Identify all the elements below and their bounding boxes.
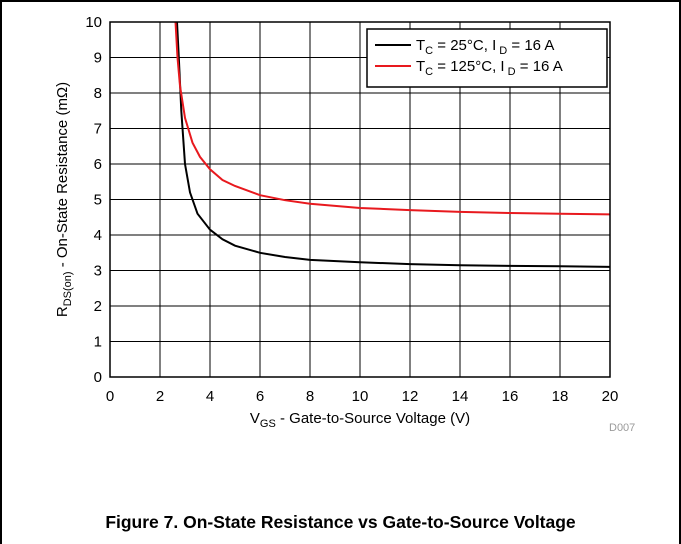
legend-entry-t: T: [416, 58, 425, 75]
y-tick-label: 8: [94, 85, 102, 102]
x-tick-label: 14: [452, 388, 469, 405]
x-tick-label: 8: [306, 388, 314, 405]
legend-entry-isub: D: [496, 45, 507, 57]
x-tick-label: 18: [552, 388, 569, 405]
y-axis-label-rest: - On-State Resistance (mΩ): [54, 82, 71, 272]
y-tick-label: 2: [94, 298, 102, 315]
legend-entry: TC = 125°C, I D = 16 A: [416, 58, 563, 78]
series-line: [176, 21, 611, 268]
y-tick-label: 3: [94, 263, 102, 280]
y-tick-label: 0: [94, 369, 102, 386]
legend-entry-mid: = 125°C, I: [433, 58, 504, 75]
figure-caption: Figure 7. On-State Resistance vs Gate-to…: [105, 512, 576, 532]
legend-entry-mid: = 25°C, I: [433, 37, 496, 54]
y-axis-label-main: R: [54, 306, 71, 317]
legend-entry-tsub: C: [425, 66, 433, 78]
y-tick-label: 10: [85, 14, 102, 31]
y-tick-label: 4: [94, 227, 102, 244]
x-tick-label: 12: [402, 388, 419, 405]
legend-entry-t: T: [416, 37, 425, 54]
x-axis-label-sub: GS: [260, 418, 276, 430]
series-line: [174, 21, 611, 216]
x-tick-label: 4: [206, 388, 214, 405]
frame-left-border: [0, 0, 2, 544]
x-tick-label: 0: [106, 388, 114, 405]
x-tick-label: 16: [502, 388, 519, 405]
x-tick-label: 10: [352, 388, 369, 405]
y-tick-label: 6: [94, 156, 102, 173]
frame-right-border: [679, 0, 681, 544]
x-axis-label-rest: - Gate-to-Source Voltage (V): [276, 410, 470, 427]
figure-code: D007: [609, 422, 635, 434]
legend-entry-isub: D: [505, 66, 516, 78]
frame-top-line: [0, 0, 681, 2]
x-axis-label: VGS - Gate-to-Source Voltage (V): [250, 410, 470, 430]
x-tick-label: 20: [602, 388, 619, 405]
y-tick-label: 9: [94, 50, 102, 67]
x-tick-label: 2: [156, 388, 164, 405]
y-tick-label: 1: [94, 334, 102, 351]
legend-entry: TC = 25°C, I D = 16 A: [416, 37, 554, 57]
y-tick-label: 7: [94, 121, 102, 138]
y-axis-label: RDS(on) - On-State Resistance (mΩ): [54, 82, 74, 317]
legend-entry-end: = 16 A: [507, 37, 554, 54]
legend-box: [366, 28, 608, 88]
legend-entry-end: = 16 A: [516, 58, 563, 75]
y-tick-label: 5: [94, 192, 102, 209]
y-axis-label-sub: DS(on): [62, 271, 74, 306]
plot-area-border: [109, 21, 611, 378]
x-axis-label-main: V: [250, 410, 260, 427]
legend-entry-tsub: C: [425, 45, 433, 57]
x-tick-label: 6: [256, 388, 264, 405]
